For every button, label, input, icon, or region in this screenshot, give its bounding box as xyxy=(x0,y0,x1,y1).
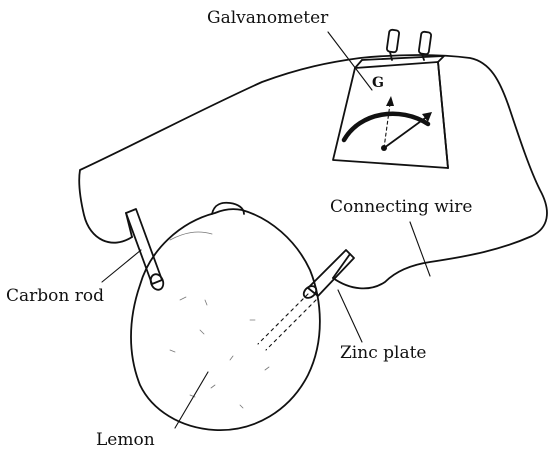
carbon-rod-leader xyxy=(101,249,142,283)
lemon xyxy=(130,201,321,431)
galvanometer-leader xyxy=(327,31,373,91)
label-zinc-plate: Zinc plate xyxy=(340,343,427,363)
zinc-plate-leader xyxy=(337,289,363,343)
label-connecting-wire: Connecting wire xyxy=(330,197,473,217)
galvanometer: G xyxy=(332,28,449,169)
label-lemon: Lemon xyxy=(96,430,155,450)
galvanometer-terminal-left xyxy=(386,28,400,54)
galvanometer-terminal-right xyxy=(418,30,432,56)
galvanometer-scale-arc xyxy=(341,111,431,143)
galvanometer-symbol: G xyxy=(372,75,384,91)
zinc-plate xyxy=(257,249,355,351)
galvanometer-pointer xyxy=(383,115,429,149)
lemon-outline xyxy=(130,208,321,431)
galvanometer-zero-line xyxy=(383,103,391,149)
lemon-tip xyxy=(211,201,245,215)
connecting-wire xyxy=(78,54,548,290)
label-galvanometer: Galvanometer xyxy=(207,8,329,28)
connecting-wire-leader xyxy=(409,221,431,277)
lemon-leader xyxy=(174,371,209,429)
label-carbon-rod: Carbon rod xyxy=(6,286,104,306)
carbon-rod xyxy=(125,208,165,291)
